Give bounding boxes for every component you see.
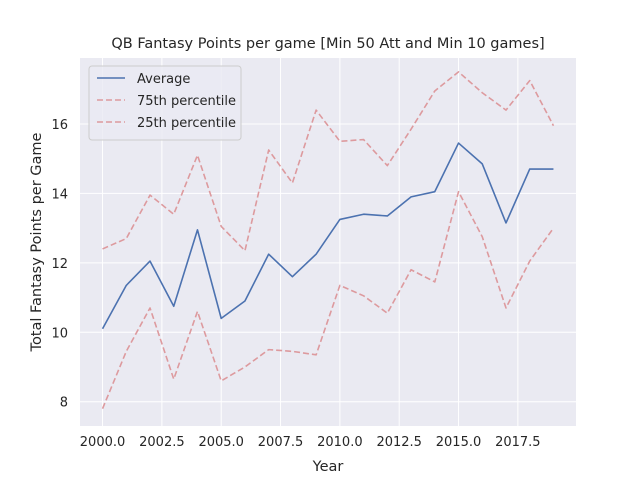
legend-label: Average — [137, 72, 190, 87]
legend: Average 75th percentile 25th percentile — [89, 66, 241, 140]
y-tick-label: 10 — [51, 326, 68, 341]
y-tick-label: 8 — [60, 396, 68, 411]
x-tick-label: 2010.0 — [317, 435, 363, 450]
chart-title: QB Fantasy Points per game [Min 50 Att a… — [111, 36, 544, 52]
legend-label: 25th percentile — [137, 116, 236, 131]
x-axis-label: Year — [312, 459, 344, 475]
x-tick-label: 2002.5 — [139, 435, 185, 450]
x-tick-label: 2012.5 — [376, 435, 422, 450]
x-tick-label: 2007.5 — [258, 435, 304, 450]
x-tick-label: 2000.0 — [80, 435, 126, 450]
legend-label: 75th percentile — [137, 94, 236, 109]
y-tick-label: 12 — [51, 257, 68, 272]
y-axis-label: Total Fantasy Points per Game — [29, 132, 45, 352]
x-tick-label: 2017.5 — [495, 435, 541, 450]
y-tick-label: 16 — [51, 118, 68, 133]
y-tick-label: 14 — [51, 187, 68, 202]
x-tick-label: 2015.0 — [436, 435, 482, 450]
x-tick-label: 2005.0 — [198, 435, 244, 450]
